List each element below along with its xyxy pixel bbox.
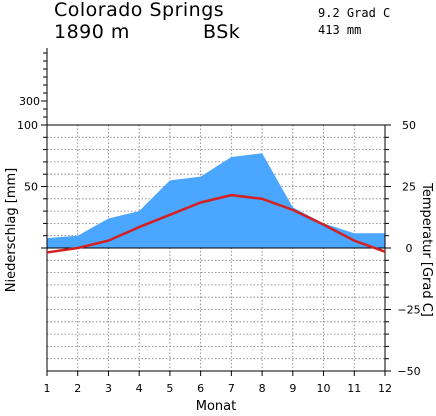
precipitation-tick-labels: 50 100 300	[17, 95, 40, 194]
annual-temperature: 9.2 Grad C	[318, 6, 391, 20]
precip-upper-tick-label: 300	[19, 95, 40, 108]
x-tick-label: 11	[347, 382, 361, 395]
chart-axes	[41, 48, 391, 376]
x-tick-label: 5	[166, 382, 173, 395]
x-tick-label: 4	[136, 382, 143, 395]
precip-tick-label: 100	[17, 119, 38, 132]
station-elevation: 1890 m	[54, 21, 130, 43]
x-tick-label: 1	[44, 382, 51, 395]
x-tick-label: 2	[74, 382, 81, 395]
temp-tick-label: 25	[402, 181, 416, 194]
temp-tick-label: 0	[406, 242, 413, 255]
x-tick-label: 3	[105, 382, 112, 395]
temp-tick-label: −25	[397, 304, 420, 317]
precip-tick-label: 50	[24, 181, 38, 194]
x-tick-label: 10	[317, 382, 331, 395]
station-name: Colorado Springs	[54, 0, 225, 21]
x-tick-label: 12	[378, 382, 392, 395]
temp-tick-label: 50	[402, 119, 416, 132]
climate-class: BSk	[203, 21, 241, 43]
x-tick-label: 7	[228, 382, 235, 395]
precipitation-area	[47, 153, 385, 248]
temperature-line	[46, 193, 386, 254]
x-tick-label: 9	[289, 382, 296, 395]
x-tick-label: 8	[259, 382, 266, 395]
left-axis-label: Niederschlag [mm]	[4, 168, 19, 293]
annual-precipitation: 413 mm	[318, 23, 362, 37]
x-tick-label: 6	[197, 382, 204, 395]
temperature-tick-labels: 50 25 0 −25 −50	[397, 119, 420, 378]
x-tick-labels: 1 2 3 4 5 6 7 8 9 10 11 12	[44, 382, 393, 395]
x-axis-label: Monat	[196, 399, 236, 414]
right-axis-label: Temperatur [Grad C]	[419, 182, 434, 317]
temp-tick-label: −50	[397, 365, 420, 378]
